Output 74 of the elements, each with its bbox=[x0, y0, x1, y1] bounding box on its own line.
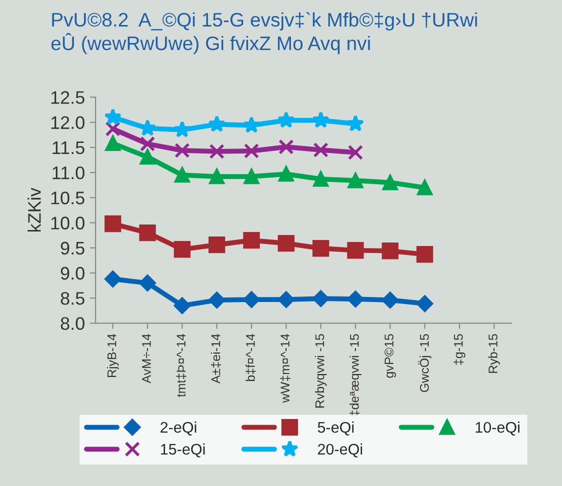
point bbox=[208, 236, 226, 254]
x-tick-label: GwcÖj -15 bbox=[418, 334, 432, 392]
x-tick-label: RjyB-14 bbox=[107, 334, 119, 378]
point bbox=[312, 111, 330, 128]
x-tick-label: wW‡m¤^-14 bbox=[280, 334, 290, 403]
point bbox=[382, 292, 398, 308]
point bbox=[312, 290, 330, 307]
point bbox=[348, 144, 364, 160]
point bbox=[209, 144, 224, 160]
point bbox=[174, 167, 190, 183]
y-tick-label: 9.0 bbox=[60, 266, 84, 280]
y-tick-label: 12.0 bbox=[51, 116, 84, 130]
x-tick-label: AvM÷-14 bbox=[142, 334, 151, 384]
point bbox=[174, 120, 191, 138]
y-tick-label: 10.0 bbox=[51, 216, 84, 230]
point bbox=[208, 115, 226, 132]
x-tick-label: gvP©15 bbox=[384, 334, 396, 378]
point bbox=[208, 292, 226, 308]
point bbox=[346, 114, 364, 132]
x-tick-label: ‡deªæqvwi -15 bbox=[350, 334, 362, 416]
point bbox=[174, 241, 191, 258]
point bbox=[312, 240, 330, 257]
legend-label: 15-eQi bbox=[161, 443, 205, 458]
legend-label: 5-eQi bbox=[318, 422, 354, 436]
y-tick-label: 8.5 bbox=[60, 292, 84, 305]
point bbox=[139, 274, 156, 292]
point bbox=[382, 174, 398, 190]
y-tick-label: 8.0 bbox=[60, 317, 84, 330]
point bbox=[277, 111, 295, 128]
point bbox=[174, 142, 190, 158]
y-tick-label: 10.5 bbox=[51, 192, 84, 204]
point bbox=[347, 242, 364, 259]
point bbox=[278, 235, 294, 252]
point bbox=[417, 180, 432, 196]
x-tick-label: Rvbyqvwi -15 bbox=[314, 334, 327, 408]
point bbox=[244, 168, 260, 184]
y-tick-label: 11.5 bbox=[52, 142, 84, 154]
point bbox=[278, 166, 294, 182]
point bbox=[140, 136, 156, 152]
point bbox=[416, 246, 434, 263]
y-tick-label: 12.5 bbox=[51, 91, 84, 104]
point bbox=[242, 116, 260, 133]
point bbox=[243, 232, 260, 249]
y-tick-label: 9.5 bbox=[60, 242, 84, 255]
point bbox=[139, 224, 156, 242]
point bbox=[104, 108, 122, 125]
point bbox=[140, 149, 156, 165]
point bbox=[105, 136, 121, 152]
legend-label: 20-eQi bbox=[318, 443, 362, 458]
y-axis-title: kZKiv bbox=[28, 188, 41, 232]
y-tick-label: 11.0 bbox=[52, 166, 84, 180]
point bbox=[416, 295, 434, 312]
point bbox=[104, 270, 122, 288]
x-tick-label: b‡f¤^-14 bbox=[246, 334, 256, 382]
point bbox=[347, 290, 364, 308]
point bbox=[382, 242, 398, 260]
chart-title: PvU©8.2 A_©Qi 15-G evsjv‡`k Mfb©‡g›U †URwi eÛ (wewRwUwe) Gi fvixZ Mo Avq nvi bbox=[51, 12, 477, 54]
point bbox=[278, 139, 294, 155]
point bbox=[244, 143, 260, 159]
point bbox=[174, 297, 190, 314]
x-tick-label: A±‡ei-14 bbox=[211, 334, 221, 384]
legend-label: 2-eQi bbox=[160, 422, 196, 436]
point bbox=[105, 121, 121, 136]
point bbox=[243, 291, 260, 308]
x-tick-label: ‡g-15 bbox=[454, 334, 466, 365]
point bbox=[313, 142, 328, 158]
point bbox=[313, 171, 328, 187]
point bbox=[278, 291, 294, 308]
legend-label: 10-eQi bbox=[476, 422, 520, 436]
point bbox=[209, 168, 224, 184]
x-tick-label: Ryb-15 bbox=[488, 334, 500, 373]
point bbox=[348, 172, 364, 188]
point bbox=[104, 215, 122, 232]
x-tick-label: tmt‡Þ¤^-14 bbox=[176, 334, 186, 397]
